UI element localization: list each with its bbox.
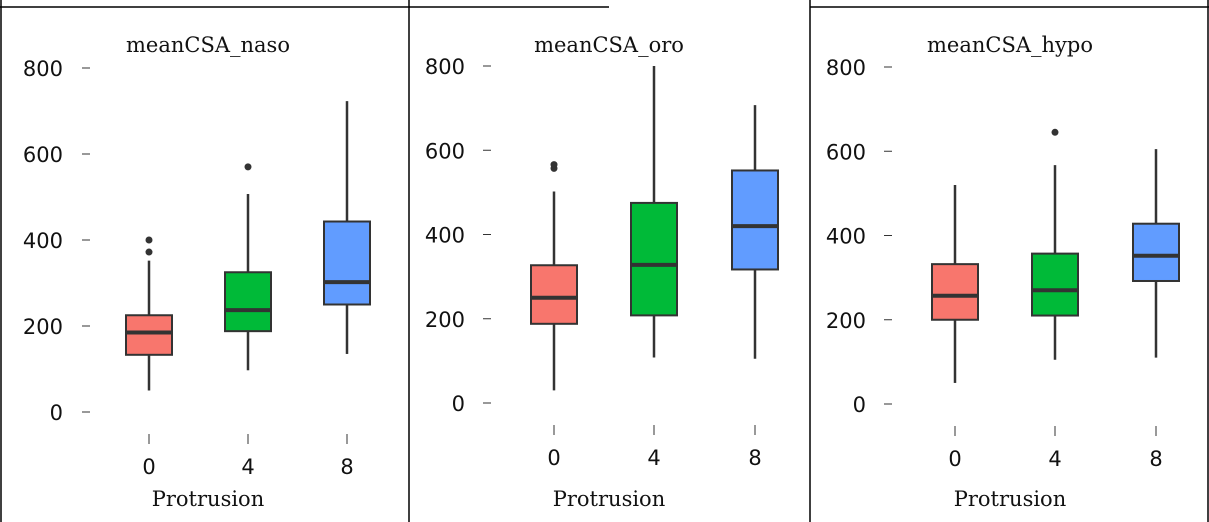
y-tick-label: 0 — [853, 393, 866, 417]
y-tick-label: 800 — [826, 56, 866, 80]
panel-meancsa-hypo: meanCSA_hypo 0 200 400 600 800 0 4 8 Protrusion — [810, 0, 1209, 522]
y-tick-label: 200 — [826, 309, 866, 333]
box-4 — [224, 271, 272, 333]
box-0 — [125, 314, 173, 356]
panel-meancsa-naso: meanCSA_naso 0 200 400 600 800 0 4 8 Protrusion — [0, 0, 410, 522]
y-tick-label: 0 — [452, 392, 465, 416]
outlier-point — [145, 236, 153, 244]
x-tick-label: 0 — [547, 446, 560, 470]
y-tick-label: 0 — [50, 401, 63, 425]
y-tick-label: 800 — [23, 57, 63, 81]
box-4 — [630, 201, 678, 317]
panel-meancsa-oro: meanCSA_oro 0 200 400 600 800 0 4 8 Protrusion — [409, 0, 811, 522]
outlier-point — [1051, 128, 1059, 136]
x-tick-label: 4 — [647, 446, 660, 470]
y-tick-label: 400 — [425, 224, 465, 248]
x-tick-label: 0 — [142, 455, 155, 479]
y-tick-label: 400 — [826, 225, 866, 249]
box-0 — [931, 263, 979, 321]
y-tick-label: 600 — [23, 143, 63, 167]
x-axis-label: Protrusion — [152, 487, 264, 511]
chart-meancsa-naso: meanCSA_naso 0 200 400 600 800 0 4 8 Protrusion — [0, 0, 410, 522]
x-tick-label: 8 — [1149, 447, 1162, 471]
chart-title: meanCSA_naso — [126, 33, 290, 57]
chart-meancsa-oro: meanCSA_oro 0 200 400 600 800 0 4 8 Protrusion — [409, 0, 811, 522]
y-tick-label: 600 — [425, 139, 465, 163]
outlier-point — [244, 163, 252, 171]
x-axis-label: Protrusion — [954, 487, 1066, 511]
chart-title: meanCSA_oro — [534, 33, 684, 57]
box-8 — [731, 169, 779, 271]
y-tick-label: 800 — [425, 55, 465, 79]
chart-meancsa-hypo: meanCSA_hypo 0 200 400 600 800 0 4 8 Protrusion — [810, 0, 1209, 522]
x-tick-label: 4 — [241, 455, 254, 479]
y-tick-label: 200 — [23, 315, 63, 339]
box-4 — [1031, 252, 1079, 317]
y-tick-label: 600 — [826, 140, 866, 164]
x-tick-label: 8 — [340, 455, 353, 479]
outlier-point — [145, 248, 153, 256]
chart-title: meanCSA_hypo — [927, 33, 1093, 57]
x-tick-label: 8 — [748, 446, 761, 470]
y-tick-label: 200 — [425, 308, 465, 332]
box-8 — [323, 220, 371, 306]
x-tick-label: 0 — [948, 447, 961, 471]
box-8 — [1132, 222, 1180, 282]
y-tick-label: 400 — [23, 229, 63, 253]
outlier-point — [550, 161, 558, 169]
box-0 — [530, 264, 578, 325]
x-axis-label: Protrusion — [553, 487, 665, 511]
x-tick-label: 4 — [1048, 447, 1061, 471]
